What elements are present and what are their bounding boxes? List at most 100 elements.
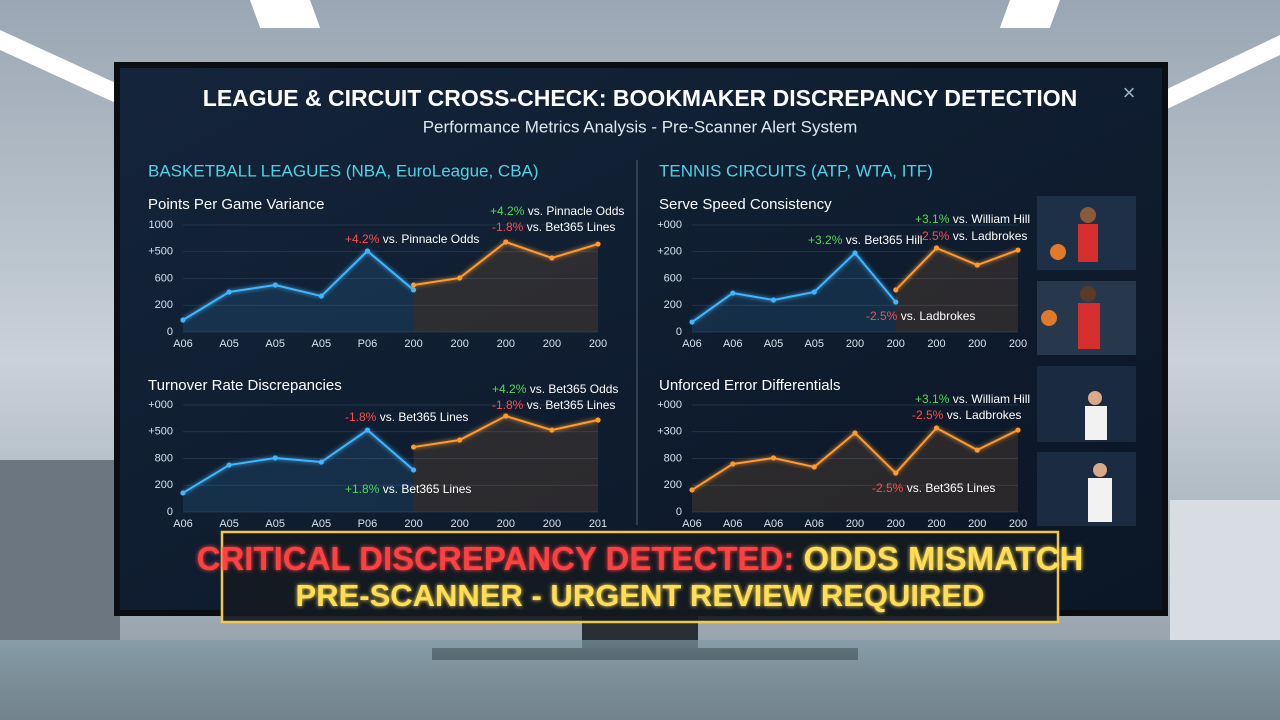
annotation-delta: -2.5% bbox=[912, 408, 944, 422]
x-tick-label: 200 bbox=[846, 338, 864, 350]
y-tick-label: +000 bbox=[657, 399, 682, 411]
y-tick-label: 0 bbox=[676, 326, 682, 338]
x-tick-label: A05 bbox=[804, 338, 824, 350]
data-point bbox=[852, 250, 858, 256]
annotation-text: vs. William Hill bbox=[953, 392, 1030, 406]
data-point bbox=[730, 290, 736, 296]
annotation-text: vs. Bet365 Lines bbox=[527, 220, 616, 234]
data-point bbox=[893, 470, 899, 476]
x-tick-label: A05 bbox=[265, 518, 285, 530]
x-tick-label: A05 bbox=[312, 338, 332, 350]
x-tick-label: 200 bbox=[589, 338, 607, 350]
data-point bbox=[893, 287, 899, 293]
data-point bbox=[974, 447, 980, 453]
ball bbox=[1041, 310, 1057, 326]
data-point bbox=[410, 287, 417, 293]
data-point bbox=[226, 462, 232, 468]
y-tick-label: 600 bbox=[664, 272, 682, 284]
data-point bbox=[318, 293, 324, 299]
annotation-text: vs. William Hill bbox=[953, 212, 1030, 226]
annotation: +3.1% vs. William Hill bbox=[915, 392, 1030, 406]
x-tick-label: 200 bbox=[968, 518, 986, 530]
data-point bbox=[852, 430, 858, 436]
y-tick-label: +500 bbox=[148, 426, 173, 438]
annotation-delta: +4.2% bbox=[345, 232, 380, 246]
annotation-delta: -1.8% bbox=[492, 220, 524, 234]
annotation-text: vs. Bet365 Lines bbox=[907, 481, 996, 495]
annotation: -1.8% vs. Bet365 Lines bbox=[345, 410, 468, 424]
y-tick-label: +300 bbox=[657, 426, 682, 438]
annotation-delta: +4.2% bbox=[490, 204, 525, 218]
x-tick-label: 200 bbox=[450, 518, 468, 530]
annotation: -2.5% vs. Ladbrokes bbox=[866, 309, 975, 323]
annotation-delta: +3.2% bbox=[808, 233, 843, 247]
x-tick-label: 200 bbox=[968, 338, 986, 350]
annotation-delta: -2.5% bbox=[872, 481, 904, 495]
data-point bbox=[226, 289, 232, 295]
x-tick-label: A05 bbox=[764, 338, 784, 350]
data-point bbox=[595, 241, 601, 247]
x-tick-label: A05 bbox=[265, 338, 285, 350]
x-tick-label: 200 bbox=[927, 518, 945, 530]
x-tick-label: 200 bbox=[404, 518, 422, 530]
data-point bbox=[974, 262, 980, 268]
x-tick-label: A06 bbox=[682, 338, 702, 350]
chart-title: Points Per Game Variance bbox=[148, 196, 324, 213]
section-title: TENNIS CIRCUITS (ATP, WTA, ITF) bbox=[659, 161, 933, 180]
x-tick-label: 200 bbox=[497, 338, 515, 350]
y-tick-label: 200 bbox=[664, 479, 682, 491]
y-tick-label: 800 bbox=[664, 452, 682, 464]
y-tick-label: +000 bbox=[148, 399, 173, 411]
x-tick-label: A06 bbox=[723, 338, 743, 350]
x-tick-label: 200 bbox=[887, 338, 905, 350]
alert-line: PRE-SCANNER - URGENT REVIEW REQUIRED bbox=[296, 578, 985, 613]
athlete-figure bbox=[1088, 478, 1112, 522]
x-tick-label: A06 bbox=[804, 518, 824, 530]
x-tick-label: 200 bbox=[1009, 338, 1027, 350]
annotation-text: vs. Bet365 Hill bbox=[846, 233, 923, 247]
data-point bbox=[730, 461, 736, 467]
desk bbox=[1170, 500, 1280, 640]
chart-title: Turnover Rate Discrepancies bbox=[148, 377, 342, 394]
series-line bbox=[691, 251, 897, 323]
data-point bbox=[410, 467, 417, 473]
monitor-screen bbox=[120, 68, 1162, 610]
athlete-figure bbox=[1093, 463, 1107, 477]
athlete-figure bbox=[1088, 391, 1102, 405]
athlete-figure bbox=[1080, 207, 1096, 223]
x-tick-label: 200 bbox=[927, 338, 945, 350]
alert-critical: CRITICAL DISCREPANCY DETECTED: bbox=[197, 540, 795, 577]
x-tick-label: 201 bbox=[589, 518, 607, 530]
x-tick-label: 200 bbox=[497, 518, 515, 530]
data-point bbox=[272, 282, 278, 288]
annotation-delta: -1.8% bbox=[345, 410, 377, 424]
data-point bbox=[180, 317, 186, 323]
data-point bbox=[933, 245, 940, 251]
annotation-text: vs. Ladbrokes bbox=[947, 408, 1022, 422]
data-point bbox=[318, 459, 324, 465]
annotation: -2.5% vs. Ladbrokes bbox=[912, 408, 1021, 422]
x-tick-label: A06 bbox=[723, 518, 743, 530]
annotation: +4.2% vs. Pinnacle Odds bbox=[490, 204, 624, 218]
annotation: -2.5% vs. Bet365 Lines bbox=[872, 481, 995, 495]
data-point bbox=[457, 275, 463, 281]
series-area bbox=[895, 248, 1018, 332]
data-point bbox=[1015, 247, 1021, 253]
dashboard-subtitle: Performance Metrics Analysis - Pre-Scann… bbox=[423, 117, 858, 136]
glass-table bbox=[0, 640, 1280, 720]
data-point bbox=[811, 464, 817, 470]
y-tick-label: 600 bbox=[155, 272, 173, 284]
data-point bbox=[893, 299, 899, 305]
series-area bbox=[413, 242, 598, 332]
alert-line: CRITICAL DISCREPANCY DETECTED: ODDS MISM… bbox=[197, 540, 1084, 577]
x-tick-label: A06 bbox=[682, 518, 702, 530]
close-button[interactable]: × bbox=[1123, 80, 1136, 105]
annotation-text: vs. Pinnacle Odds bbox=[383, 232, 480, 246]
y-tick-label: 200 bbox=[664, 299, 682, 311]
athlete-photo bbox=[1037, 452, 1136, 526]
series-area bbox=[183, 430, 414, 512]
x-tick-label: P06 bbox=[358, 338, 378, 350]
series-area bbox=[692, 253, 896, 332]
x-tick-label: A06 bbox=[173, 518, 193, 530]
